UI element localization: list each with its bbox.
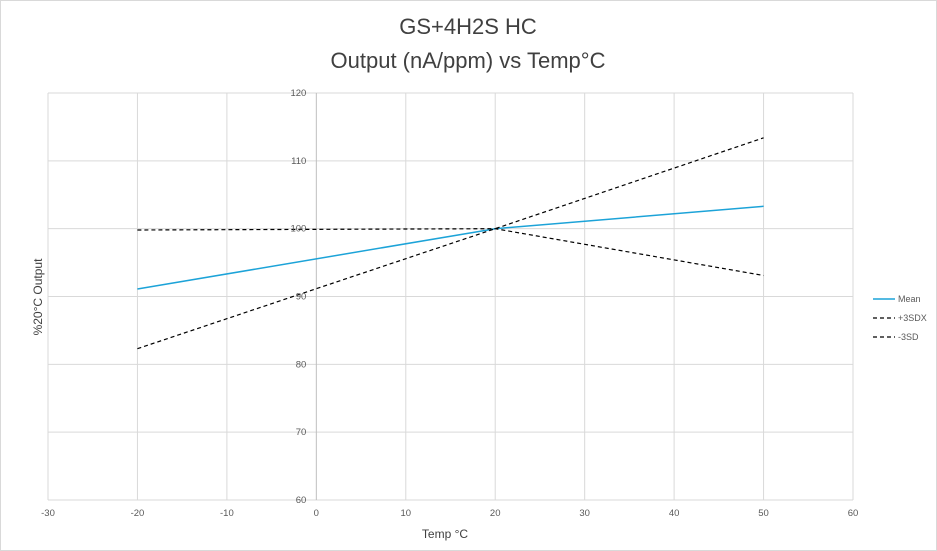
x-tick-label: -30 [41, 508, 55, 519]
x-tick-label: -20 [131, 508, 145, 519]
y-tick-label: 60 [296, 495, 307, 506]
x-tick-label: 0 [314, 508, 319, 519]
tick-labels: -30 -20 -10 0 10 20 30 40 50 60 60 70 80 90 100 110 120 [41, 88, 858, 519]
x-tick-label: 60 [848, 508, 859, 519]
series-line-3 [137, 228, 764, 277]
y-tick-label: 100 [290, 224, 306, 235]
chart-title-line-1: GS+4H2S HC [399, 14, 537, 39]
x-tick-label: 20 [490, 508, 501, 519]
y-tick-label: 120 [290, 88, 306, 99]
x-tick-label: 40 [669, 508, 680, 519]
y-tick-label: 70 [296, 427, 307, 438]
y-tick-label: 90 [296, 292, 307, 303]
legend-label-3: -3SD [898, 332, 919, 342]
series-lines [137, 137, 764, 350]
x-axis-title: Temp °C [422, 527, 468, 541]
legend: Mean +3SDX -3SD [873, 294, 927, 342]
x-tick-label: 50 [758, 508, 769, 519]
x-tick-label: 10 [400, 508, 411, 519]
chart-title-line-2: Output (nA/ppm) vs Temp°C [331, 48, 606, 73]
y-axis-title: %20°C Output [31, 258, 45, 336]
x-tick-label: -10 [220, 508, 234, 519]
legend-label-1: Mean [898, 294, 921, 304]
y-tick-label: 110 [291, 156, 306, 167]
legend-label-2: +3SDX [898, 313, 927, 323]
y-tick-label: 80 [296, 359, 307, 370]
gridlines [47, 92, 854, 501]
x-tick-label: 30 [579, 508, 590, 519]
